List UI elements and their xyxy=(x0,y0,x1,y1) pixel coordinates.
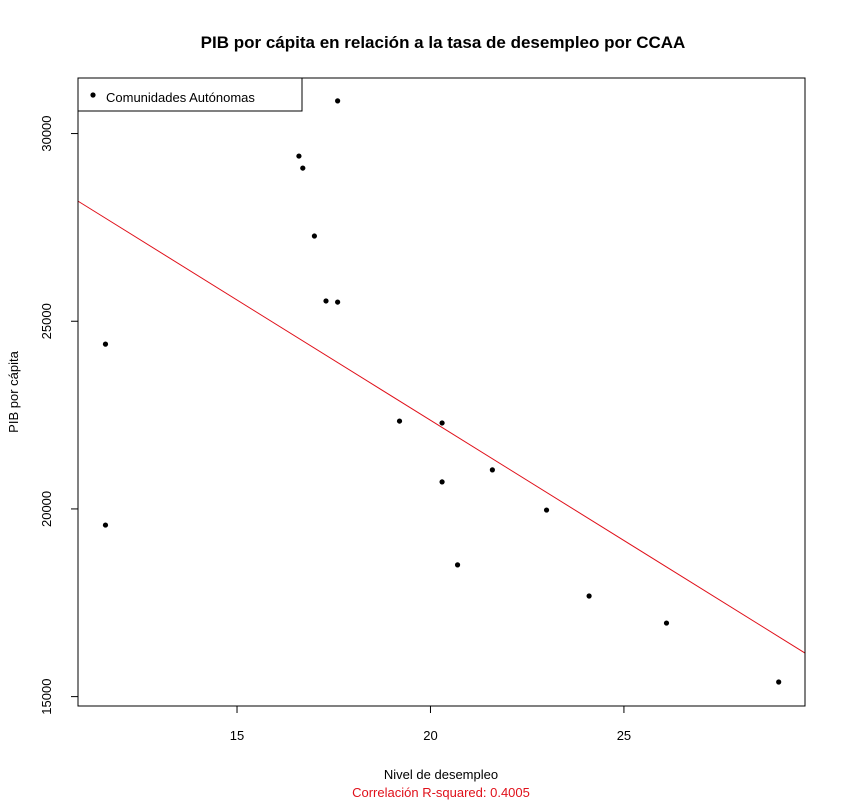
data-point xyxy=(663,620,670,626)
x-tick-label: 20 xyxy=(423,728,437,743)
chart-title: PIB por cápita en relación a la tasa de … xyxy=(201,33,686,52)
data-point xyxy=(586,593,592,599)
data-point xyxy=(102,522,109,528)
data-point xyxy=(454,562,461,568)
r-squared-subtitle: Correlación R-squared: 0.4005 xyxy=(352,785,530,800)
plot-area xyxy=(77,98,806,685)
data-point xyxy=(489,467,495,473)
x-tick-label: 15 xyxy=(230,728,244,743)
data-point xyxy=(439,479,445,485)
legend-label: Comunidades Autónomas xyxy=(106,90,255,105)
data-point xyxy=(439,420,445,426)
x-axis-label: Nivel de desempleo xyxy=(384,767,498,782)
legend-point-icon xyxy=(90,92,96,98)
y-tick-label: 20000 xyxy=(39,491,54,527)
x-axis: 15 20 25 xyxy=(230,706,631,743)
data-point xyxy=(311,233,318,239)
y-tick-label: 15000 xyxy=(39,679,54,715)
legend: Comunidades Autónomas xyxy=(77,77,303,112)
y-tick-label: 25000 xyxy=(39,303,54,339)
data-point xyxy=(335,299,341,305)
x-tick-label: 25 xyxy=(617,728,631,743)
y-tick-label: 30000 xyxy=(39,115,54,151)
data-point xyxy=(396,418,403,424)
y-axis: 15000 20000 25000 30000 xyxy=(39,115,78,715)
data-point xyxy=(543,507,550,513)
plot-frame xyxy=(77,77,806,707)
data-point xyxy=(335,98,341,104)
legend-box xyxy=(77,77,303,112)
data-point xyxy=(296,153,302,159)
data-point xyxy=(323,298,329,304)
data-point xyxy=(102,341,109,347)
y-axis-label: PIB por cápita xyxy=(6,350,21,432)
data-point xyxy=(776,679,782,685)
regression-line xyxy=(77,200,806,654)
data-point xyxy=(300,165,306,171)
